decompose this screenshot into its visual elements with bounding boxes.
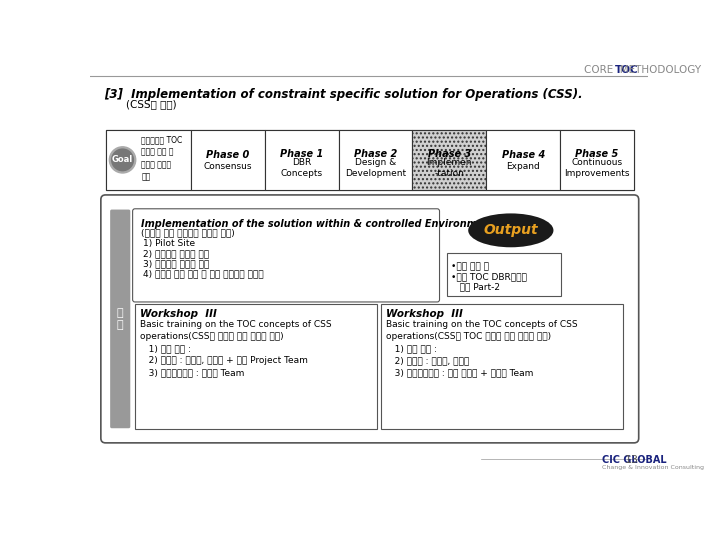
Bar <box>135 304 377 429</box>
Text: 2) 솔루션의 공감대 형성: 2) 솔루션의 공감대 형성 <box>143 249 209 258</box>
Text: Phase 3: Phase 3 <box>428 148 471 159</box>
Bar <box>338 130 413 190</box>
Text: 1) Pilot Site: 1) Pilot Site <box>143 239 195 248</box>
Circle shape <box>109 147 136 173</box>
Text: 답
팀: 답 팀 <box>117 308 124 330</box>
Text: Consensus: Consensus <box>204 161 252 171</box>
Bar <box>265 130 338 190</box>
Text: Phase 4: Phase 4 <box>502 150 545 160</box>
Text: 13: 13 <box>625 455 639 465</box>
Text: (CSS의 실행): (CSS의 실행) <box>113 99 177 109</box>
Text: Goal: Goal <box>112 156 133 164</box>
Bar <box>486 130 560 190</box>
Text: Workshop  III: Workshop III <box>140 309 217 319</box>
Text: Implemen
-tation: Implemen -tation <box>426 158 472 178</box>
Text: Design &
Development: Design & Development <box>345 158 406 178</box>
Bar <box>106 130 634 190</box>
FancyBboxPatch shape <box>110 210 130 428</box>
Text: CIC GLOBAL: CIC GLOBAL <box>601 455 666 465</box>
Bar <box>191 130 265 190</box>
Text: Phase 1: Phase 1 <box>280 148 323 159</box>
Text: Phase 2: Phase 2 <box>354 148 397 159</box>
Text: TOC: TOC <box>615 65 639 75</box>
Text: 훈련 Part-2: 훈련 Part-2 <box>451 283 500 292</box>
Text: Expand: Expand <box>506 161 540 171</box>
Text: Continuous
Improvements: Continuous Improvements <box>564 158 630 178</box>
Text: CORE  METHODOLOGY: CORE METHODOLOGY <box>584 65 707 75</box>
Bar <box>106 130 191 190</box>
Text: Basic training on the TOC concepts of CSS
operations(CSS의 개념에 대한 기본적 훈련)
   1) 소: Basic training on the TOC concepts of CS… <box>140 320 331 377</box>
Text: 경영진과의 TOC
추진을 위한 공
감대와 목표의
정의: 경영진과의 TOC 추진을 위한 공 감대와 목표의 정의 <box>141 135 182 181</box>
Text: Implementation of the solution within & controlled Environment: Implementation of the solution within & … <box>141 219 495 229</box>
Ellipse shape <box>468 213 554 247</box>
FancyBboxPatch shape <box>101 195 639 443</box>
Circle shape <box>112 149 133 171</box>
Text: DBR
Concepts: DBR Concepts <box>281 158 323 178</box>
Text: •내부 TOC DBR전문가: •내부 TOC DBR전문가 <box>451 273 527 282</box>
Text: 4) 실행에 따른 문제 및 행동 규범들의 재정미: 4) 실행에 따른 문제 및 행동 규범들의 재정미 <box>143 269 264 278</box>
Text: Basic training on the TOC concepts of CSS
operations(CSS의 TOC 개념에 대한 기본적 훈련)
   : Basic training on the TOC concepts of CS… <box>386 320 577 377</box>
Text: Phase 0: Phase 0 <box>206 150 249 160</box>
FancyBboxPatch shape <box>132 209 439 302</box>
Text: 3) 솔루션의 공감대 형성: 3) 솔루션의 공감대 형성 <box>143 259 209 268</box>
Text: Workshop  III: Workshop III <box>386 309 463 319</box>
Bar <box>560 130 634 190</box>
Text: •실행 결과 물: •실행 결과 물 <box>451 262 489 272</box>
Text: Output: Output <box>484 224 538 238</box>
Text: [3]  Implementation of constraint specific solution for Operations (CSS).: [3] Implementation of constraint specifi… <box>104 87 582 100</box>
Bar <box>446 253 561 296</box>
Bar <box>413 130 486 190</box>
Text: (통제된 환경 내에서의 솔루션 실행): (통제된 환경 내에서의 솔루션 실행) <box>141 228 235 237</box>
Text: Phase 5: Phase 5 <box>575 148 618 159</box>
Text: Change & Innovation Consulting: Change & Innovation Consulting <box>601 465 703 470</box>
Bar <box>382 304 624 429</box>
